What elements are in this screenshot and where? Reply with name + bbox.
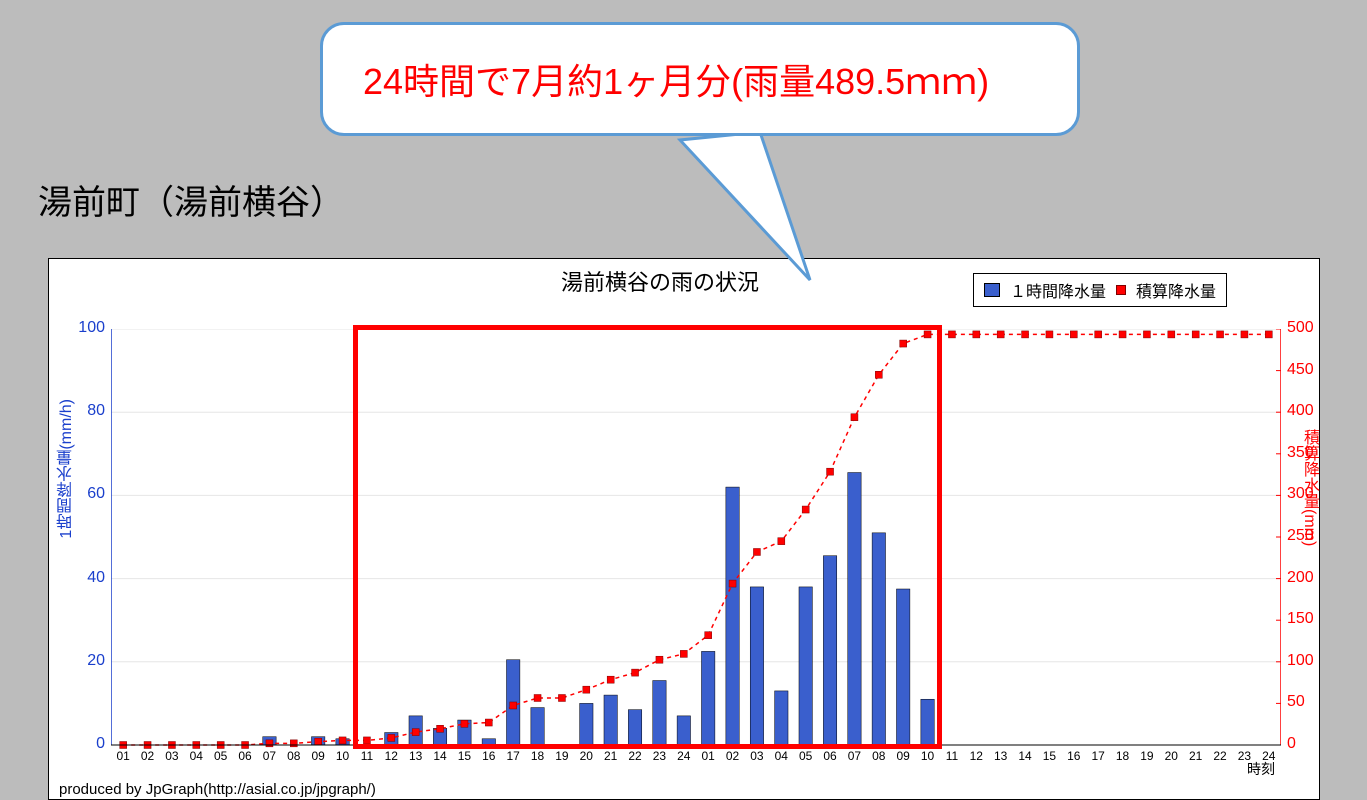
x-tick: 17 (1092, 749, 1105, 763)
chart-title: 湯前横谷の雨の状況 (561, 265, 759, 297)
cumulative-marker (1143, 331, 1150, 338)
x-tick: 11 (946, 749, 958, 763)
legend: １時間降水量 積算降水量 (973, 273, 1227, 307)
y1-tick: 100 (65, 319, 105, 337)
credit-text: produced by JpGraph(http://asial.co.jp/j… (59, 781, 376, 798)
y2-tick: 0 (1287, 735, 1335, 753)
cumulative-marker (1265, 331, 1272, 338)
cumulative-marker (1217, 331, 1224, 338)
x-tick: 07 (848, 749, 861, 763)
x-tick: 12 (970, 749, 983, 763)
x-tick: 22 (1213, 749, 1226, 763)
x-tick: 08 (872, 749, 885, 763)
x-tick: 07 (263, 749, 276, 763)
x-tick: 19 (555, 749, 568, 763)
y2-tick: 400 (1287, 402, 1335, 420)
legend-line-label: 積算降水量 (1136, 278, 1216, 302)
y2-tick: 450 (1287, 361, 1335, 379)
x-tick: 18 (531, 749, 544, 763)
cumulative-marker (1241, 331, 1248, 338)
x-tick: 13 (994, 749, 1007, 763)
cumulative-marker (973, 331, 980, 338)
chart-frame: 湯前横谷の雨の状況 １時間降水量 積算降水量 1時間降水量(mm/h) 積算降水… (48, 258, 1320, 800)
highlight-box (353, 325, 942, 749)
x-tick: 05 (799, 749, 812, 763)
cumulative-marker (1070, 331, 1077, 338)
x-tick: 14 (1018, 749, 1031, 763)
cumulative-marker (266, 740, 273, 747)
x-tick: 10 (921, 749, 934, 763)
x-tick: 15 (1043, 749, 1056, 763)
cumulative-marker (1095, 331, 1102, 338)
x-tick: 24 (1262, 749, 1275, 763)
x-tick: 20 (1165, 749, 1178, 763)
x-tick: 01 (702, 749, 715, 763)
x-tick: 20 (580, 749, 593, 763)
x-tick: 19 (1140, 749, 1153, 763)
x-tick: 11 (361, 749, 373, 763)
x-tick: 06 (238, 749, 251, 763)
y2-tick: 50 (1287, 693, 1335, 711)
x-tick: 21 (604, 749, 617, 763)
callout-bubble: 24時間で7月約1ヶ月分(雨量489.5ｍｍ) (320, 22, 1080, 136)
cumulative-marker (290, 740, 297, 747)
x-tick: 16 (1067, 749, 1080, 763)
x-tick: 23 (1238, 749, 1251, 763)
y2-tick: 200 (1287, 569, 1335, 587)
cumulative-marker (948, 331, 955, 338)
cumulative-marker (315, 738, 322, 745)
x-tick: 22 (628, 749, 641, 763)
x-tick: 05 (214, 749, 227, 763)
y2-tick: 300 (1287, 485, 1335, 503)
x-tick: 09 (312, 749, 325, 763)
y1-tick: 0 (65, 735, 105, 753)
x-tick: 03 (165, 749, 178, 763)
x-tick: 18 (1116, 749, 1129, 763)
y2-tick: 350 (1287, 444, 1335, 462)
cumulative-marker (1168, 331, 1175, 338)
page-title: 湯前町（湯前横谷） (38, 175, 344, 224)
y1-tick: 60 (65, 485, 105, 503)
x-tick: 08 (287, 749, 300, 763)
callout-text: 24時間で7月約1ヶ月分(雨量489.5ｍｍ) (363, 61, 989, 102)
x-tick: 09 (897, 749, 910, 763)
x-tick: 04 (190, 749, 203, 763)
x-tick: 14 (433, 749, 446, 763)
x-tick: 04 (775, 749, 788, 763)
legend-line-swatch (1116, 285, 1126, 295)
x-tick: 17 (507, 749, 520, 763)
cumulative-marker (1022, 331, 1029, 338)
x-tick: 06 (823, 749, 836, 763)
y2-tick: 500 (1287, 319, 1335, 337)
x-tick: 03 (750, 749, 763, 763)
x-tick: 10 (336, 749, 349, 763)
cumulative-marker (997, 331, 1004, 338)
x-tick: 13 (409, 749, 422, 763)
legend-bar-swatch (984, 283, 1000, 297)
x-tick: 23 (653, 749, 666, 763)
y2-tick: 100 (1287, 652, 1335, 670)
y1-tick: 20 (65, 652, 105, 670)
cumulative-marker (339, 737, 346, 744)
x-tick: 15 (458, 749, 471, 763)
x-tick: 21 (1189, 749, 1202, 763)
y1-tick: 40 (65, 569, 105, 587)
cumulative-marker (1046, 331, 1053, 338)
x-tick: 24 (677, 749, 690, 763)
x-tick: 12 (385, 749, 398, 763)
y1-tick: 80 (65, 402, 105, 420)
y2-tick: 150 (1287, 610, 1335, 628)
x-tick: 16 (482, 749, 495, 763)
y2-tick: 250 (1287, 527, 1335, 545)
x-tick: 02 (726, 749, 739, 763)
x-tick: 01 (117, 749, 130, 763)
x-tick: 02 (141, 749, 154, 763)
legend-bar-label: １時間降水量 (1010, 278, 1106, 302)
cumulative-marker (1119, 331, 1126, 338)
cumulative-marker (1192, 331, 1199, 338)
